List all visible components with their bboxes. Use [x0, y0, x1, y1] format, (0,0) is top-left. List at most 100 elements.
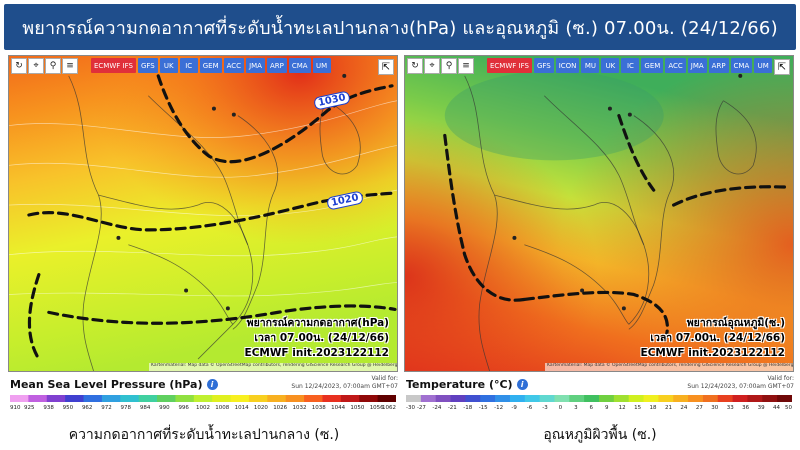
- temperature-legend-tick: 30: [711, 405, 719, 411]
- temperature-legend-tick: -15: [478, 405, 488, 411]
- pressure-colorbar-segment: [157, 395, 176, 402]
- pressure-colorbar-segment: [377, 395, 396, 402]
- pressure-legend-tick: 1062: [382, 405, 396, 411]
- pressure-legend-tick: 978: [120, 405, 132, 411]
- location-icon[interactable]: ⌖: [28, 58, 44, 74]
- model-um-button[interactable]: UM: [754, 58, 773, 73]
- temperature-colorbar-segment: [628, 395, 645, 402]
- temperature-colorbar-segment: [658, 395, 674, 402]
- pressure-legend-tick: 972: [101, 405, 112, 411]
- model-jma-button[interactable]: JMA: [687, 58, 707, 73]
- temperature-legend-tick: -6: [526, 405, 533, 411]
- model-acc-button[interactable]: ACC: [665, 58, 686, 73]
- refresh-icon[interactable]: ↻: [407, 58, 423, 74]
- temperature-colorbar-segment: [465, 395, 481, 402]
- pressure-legend-tick: 1050: [350, 405, 365, 411]
- model-ecmwf-button[interactable]: ECMWF IFS: [91, 58, 136, 73]
- overlay-line-2: เวลา 07.00น. (24/12/66): [650, 332, 785, 344]
- temperature-legend-tick: 44: [773, 405, 781, 411]
- valid-label: Valid for:: [371, 375, 398, 382]
- map-attribution: Kartenmaterial: Map data © OpenStreetMap…: [149, 363, 397, 371]
- pressure-forecast-overlay: พยากรณ์ความกดอากาศ(hPa) เวลา 07.00น. (24…: [245, 316, 389, 361]
- pressure-colorbar-segment: [175, 395, 195, 402]
- temperature-map-panel[interactable]: ↻ ⌖ ⚲ ≡ ECMWF IFS GFS ICON MU UK IC GEM …: [404, 55, 794, 372]
- pressure-colorbar-segment: [248, 395, 268, 402]
- model-gem-button[interactable]: GEM: [641, 58, 664, 73]
- pressure-colorbar-segment: [285, 395, 305, 402]
- pressure-legend-tick: 1002: [196, 405, 210, 411]
- map-toolbar: ↻ ⌖ ⚲ ≡: [9, 56, 78, 76]
- pressure-legend-tick: 938: [43, 405, 54, 411]
- temperature-legend-tick: 33: [726, 405, 734, 411]
- pressure-legend-tick: 1044: [331, 405, 346, 411]
- model-um-button[interactable]: UM: [312, 58, 331, 73]
- search-icon[interactable]: ⚲: [45, 58, 61, 74]
- map-attribution: Kartenmaterial: Map data © OpenStreetMap…: [545, 363, 793, 371]
- temperature-caption: อุณหภูมิผิวพื้น (ซ.): [543, 427, 657, 443]
- model-uk-button[interactable]: UK: [159, 58, 178, 73]
- model-arp-button[interactable]: ARP: [266, 58, 287, 73]
- banner-title: พยากรณ์ความกดอากาศที่ระดับน้ำทะเลปานกลาง…: [22, 17, 778, 39]
- temperature-colorbar-segment: [747, 395, 763, 402]
- overlay-line-3: ECMWF init.2023122112: [244, 347, 389, 359]
- model-ic-button[interactable]: IC: [621, 58, 640, 73]
- share-icon[interactable]: ⇱: [774, 59, 790, 75]
- temperature-legend-ticks: -30 -27 -24 -21 -18 -15 -12 -9 -6 -3 0 3 6 9 12 15 18 21 2…: [406, 405, 792, 415]
- model-selector: ECMWF IFS GFS UK IC GEM ACC JMA ARP CMA …: [91, 58, 331, 73]
- pressure-caption: ความกดอากาศที่ระดับน้ำทะเลปานกลาง (ซ.): [68, 427, 340, 443]
- model-gfs-button[interactable]: GFS: [137, 58, 158, 73]
- temperature-colorbar-segment: [539, 395, 555, 402]
- model-uk-button[interactable]: UK: [601, 58, 620, 73]
- model-gfs-button[interactable]: GFS: [533, 58, 554, 73]
- model-jma-button[interactable]: JMA: [246, 58, 265, 73]
- model-acc-button[interactable]: ACC: [223, 58, 245, 73]
- temperature-colorbar-segment: [495, 395, 511, 402]
- temperature-colorbar-segment: [569, 395, 585, 402]
- pressure-colorbar-segment: [120, 395, 140, 402]
- pressure-map[interactable]: [9, 56, 397, 371]
- model-mu-button[interactable]: MU: [581, 58, 600, 73]
- pressure-legend-ticks: 910 925 938 950 962 972 978 984 990 996 1002 1008 10…: [10, 405, 396, 415]
- pressure-map-panel[interactable]: 1030 1020 ↻ ⌖ ⚲ ≡ ECMWF IFS GFS UK IC GE…: [8, 55, 398, 372]
- model-icon-button[interactable]: ICON: [555, 58, 580, 73]
- model-cma-button[interactable]: CMA: [730, 58, 753, 73]
- temperature-colorbar-segment: [732, 395, 748, 402]
- temperature-legend-tick: 36: [742, 405, 750, 411]
- model-ecmwf-button[interactable]: ECMWF IFS: [487, 58, 532, 73]
- pressure-colorbar-segment: [65, 395, 85, 402]
- pressure-colorbar-segment: [10, 395, 29, 402]
- temperature-map[interactable]: [405, 56, 793, 371]
- temperature-forecast-overlay: พยากรณ์อุณหภูมิ(ซ.) เวลา 07.00น. (24/12/…: [641, 316, 785, 361]
- model-cma-button[interactable]: CMA: [288, 58, 311, 73]
- temperature-colorbar-segment: [717, 395, 734, 402]
- layers-icon[interactable]: ≡: [458, 58, 474, 74]
- refresh-icon[interactable]: ↻: [11, 58, 27, 74]
- pressure-legend-tick: 1032: [292, 405, 307, 411]
- model-arp-button[interactable]: ARP: [708, 58, 729, 73]
- valid-time: Valid for: Sun 12/24/2023, 07:00am GMT+0…: [687, 375, 794, 391]
- temperature-colorbar-segment: [702, 395, 719, 402]
- info-icon[interactable]: i: [206, 379, 218, 390]
- model-ic-button[interactable]: IC: [179, 58, 198, 73]
- location-icon[interactable]: ⌖: [424, 58, 440, 74]
- temperature-legend-tick: -18: [463, 405, 473, 411]
- temperature-legend-tick: -9: [511, 405, 517, 411]
- model-gem-button[interactable]: GEM: [199, 58, 222, 73]
- temperature-colorbar: [406, 395, 792, 402]
- temperature-colorbar-segment: [643, 395, 659, 402]
- pressure-legend-title: Mean Sea Level Pressure (hPa) i: [10, 378, 218, 391]
- info-icon[interactable]: i: [516, 379, 528, 390]
- temperature-legend-tick: 24: [680, 405, 688, 411]
- share-icon[interactable]: ⇱: [378, 59, 394, 75]
- layers-icon[interactable]: ≡: [62, 58, 78, 74]
- temperature-colorbar-segment: [762, 395, 778, 402]
- temperature-legend-tick: 6: [589, 405, 594, 411]
- temperature-colorbar-segment: [673, 395, 689, 402]
- temperature-colorbar-segment: [688, 395, 704, 402]
- temperature-legend-tick: -21: [447, 405, 457, 411]
- pressure-legend-tick: 925: [24, 405, 35, 411]
- overlay-line-3: ECMWF init.2023122112: [640, 347, 785, 359]
- temperature-colorbar-segment: [599, 395, 615, 402]
- temperature-legend-tick: -3: [542, 405, 548, 411]
- search-icon[interactable]: ⚲: [441, 58, 457, 74]
